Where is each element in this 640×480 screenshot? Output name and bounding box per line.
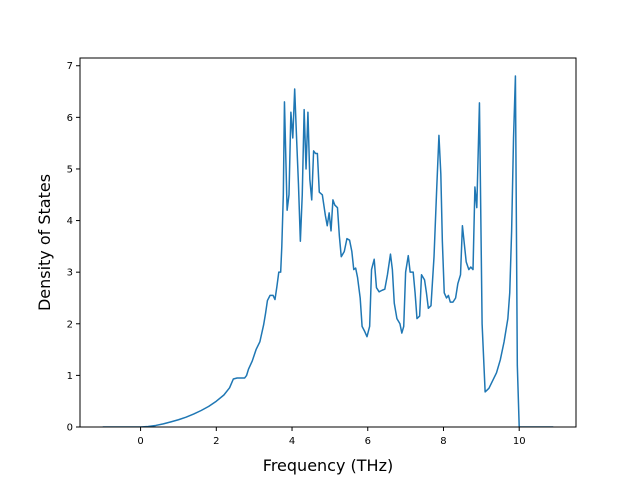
axes-frame bbox=[79, 57, 577, 428]
y-tick-label: 4 bbox=[67, 216, 73, 227]
x-tick-label: 0 bbox=[137, 436, 143, 447]
y-tick-label: 3 bbox=[67, 268, 73, 279]
x-tick-label: 4 bbox=[289, 436, 295, 447]
y-tick-label: 5 bbox=[67, 164, 73, 175]
y-axis-label: Density of States bbox=[35, 174, 54, 311]
x-tick-label: 10 bbox=[513, 436, 526, 447]
y-tick-label: 1 bbox=[67, 371, 73, 382]
x-tick-label: 2 bbox=[213, 436, 219, 447]
y-tick-label: 7 bbox=[67, 61, 73, 72]
x-tick-label: 8 bbox=[440, 436, 446, 447]
y-tick-label: 6 bbox=[67, 113, 73, 124]
x-tick-label: 6 bbox=[365, 436, 371, 447]
x-axis-label: Frequency (THz) bbox=[263, 456, 393, 475]
y-tick-label: 0 bbox=[67, 423, 73, 434]
dos-series-line bbox=[102, 75, 554, 427]
y-tick-label: 2 bbox=[67, 319, 73, 330]
